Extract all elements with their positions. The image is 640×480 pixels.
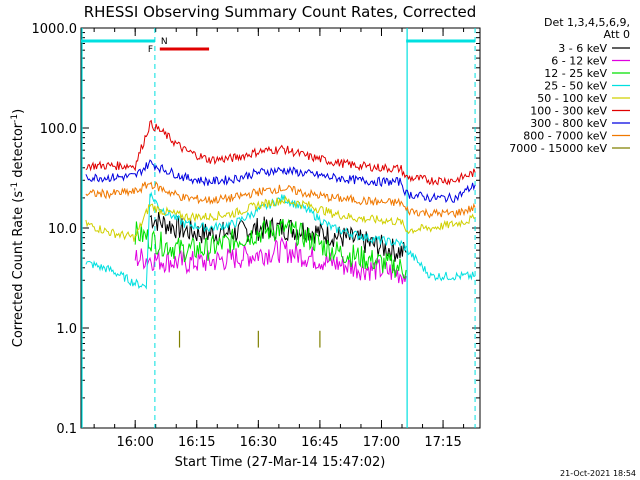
legend-header-1: Det 1,3,4,5,6,9, [544, 16, 630, 29]
y-tick-label: 1.0 [56, 322, 77, 337]
legend-label: 3 - 6 keV [558, 42, 607, 55]
series-line-3 [85, 191, 476, 290]
legend-label: 100 - 300 keV [530, 105, 607, 118]
series-line-2 [134, 218, 407, 280]
legend-label: 50 - 100 keV [537, 92, 607, 105]
flag-label-f: F [148, 45, 153, 55]
y-tick-label: 1000.0 [32, 22, 78, 37]
series-line-7 [85, 181, 476, 219]
series-line-6 [85, 159, 476, 203]
legend-label: 25 - 50 keV [544, 80, 607, 93]
x-tick-label: 16:45 [301, 435, 338, 450]
x-tick-label: 16:30 [240, 435, 277, 450]
series-line-5 [85, 119, 476, 186]
chart-title: RHESSI Observing Summary Count Rates, Co… [84, 3, 477, 21]
series-line-0 [149, 212, 407, 262]
flag-label-n: N [161, 37, 168, 47]
y-tick-label: 100.0 [40, 122, 77, 137]
x-tick-label: 17:00 [363, 435, 400, 450]
legend-label: 800 - 7000 keV [523, 130, 607, 143]
x-tick-label: 16:00 [116, 435, 153, 450]
x-tick-label: 16:15 [178, 435, 215, 450]
legend-label: 6 - 12 keV [551, 55, 607, 68]
x-tick-label: 17:15 [424, 435, 461, 450]
legend-label: 12 - 25 keV [544, 67, 607, 80]
y-tick-label: 0.1 [56, 422, 77, 437]
legend-label: 7000 - 15000 keV [509, 142, 607, 155]
timestamp: 21-Oct-2021 18:54 [560, 469, 636, 478]
x-axis-label: Start Time (27-Mar-14 15:47:02) [175, 455, 386, 470]
series-line-4 [85, 195, 476, 242]
legend-label: 300 - 800 keV [530, 117, 607, 130]
legend-header-2: Att 0 [604, 28, 630, 41]
y-tick-label: 10.0 [48, 222, 77, 237]
y-axis-label: Corrected Count Rate (s-1 detector-1) [10, 109, 26, 347]
series-line-1 [134, 236, 407, 285]
